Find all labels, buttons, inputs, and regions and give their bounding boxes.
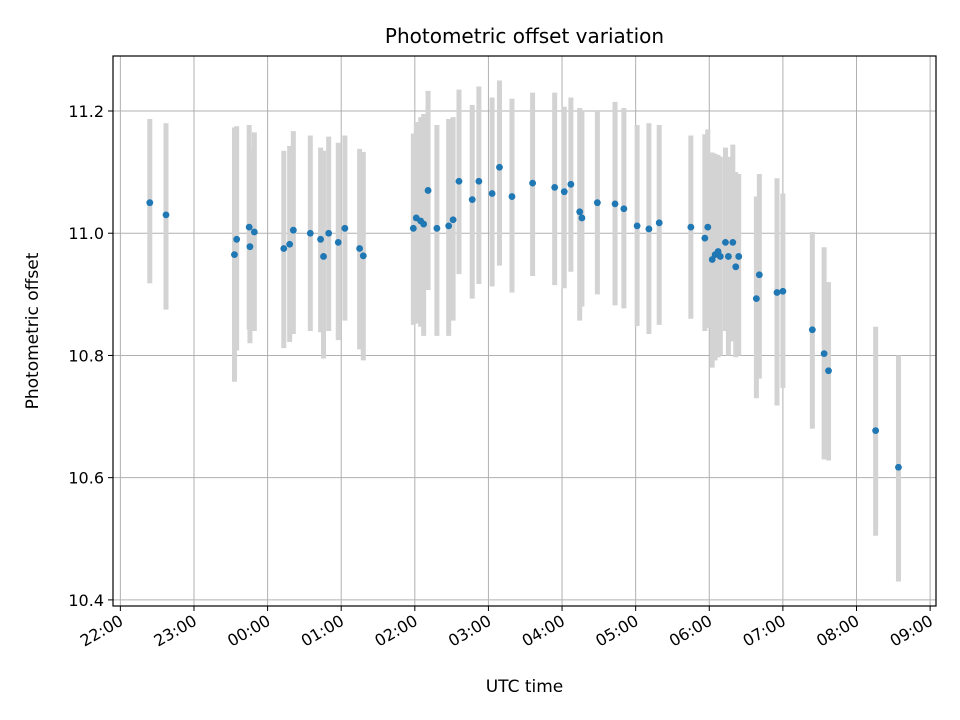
data-point	[356, 245, 364, 252]
data-point	[529, 179, 536, 187]
data-point	[488, 190, 496, 197]
data-point	[449, 216, 457, 224]
data-point	[808, 326, 816, 334]
data-point	[424, 187, 432, 194]
data-point	[508, 193, 516, 200]
data-point	[735, 253, 743, 260]
data-point	[725, 253, 732, 260]
data-point	[420, 220, 428, 228]
data-point	[620, 205, 628, 213]
data-point	[593, 199, 601, 207]
data-point	[578, 214, 586, 222]
data-point	[820, 350, 828, 358]
data-point	[560, 188, 568, 196]
data-point	[551, 183, 559, 191]
data-point	[752, 295, 760, 303]
data-point	[732, 263, 740, 271]
data-point	[708, 256, 716, 263]
data-point	[246, 243, 254, 251]
data-point	[773, 289, 781, 296]
y-tick-label: 10.8	[68, 346, 104, 365]
data-point	[146, 199, 154, 207]
data-point	[633, 222, 641, 230]
data-point	[704, 223, 712, 231]
data-point	[496, 163, 503, 171]
data-point	[445, 222, 453, 230]
data-point	[872, 427, 880, 435]
data-point	[245, 223, 253, 231]
y-tick-label: 11.0	[68, 224, 104, 243]
data-point	[825, 367, 832, 375]
data-point	[320, 253, 327, 260]
data-point	[286, 240, 294, 248]
data-point	[687, 223, 695, 231]
data-point	[409, 224, 417, 232]
plot-frame	[112, 55, 937, 607]
y-axis-label: Photometric offset	[23, 252, 43, 409]
data-point	[729, 238, 737, 246]
data-point	[325, 229, 333, 237]
data-point	[611, 200, 619, 208]
data-point	[162, 211, 170, 219]
data-point	[359, 252, 367, 260]
data-point	[433, 224, 441, 232]
data-point	[576, 208, 584, 216]
data-point	[475, 177, 483, 185]
data-point	[280, 245, 288, 252]
y-axis-ticks: 10.4 10.6 10.8 11.0 11.2	[68, 102, 113, 610]
data-point	[701, 234, 709, 242]
data-point	[468, 196, 476, 204]
data-point	[567, 180, 575, 188]
data-point	[231, 251, 238, 259]
data-point	[779, 287, 787, 295]
data-point	[306, 229, 314, 237]
data-point	[317, 235, 324, 243]
data-point	[722, 238, 729, 246]
y-tick-label: 10.4	[68, 591, 104, 610]
data-point	[455, 177, 463, 185]
data-point	[341, 224, 349, 232]
data-point	[334, 238, 342, 246]
data-point	[716, 253, 724, 260]
data-point	[895, 463, 902, 471]
data-point	[289, 226, 297, 234]
point-layer	[146, 163, 902, 471]
y-tick-label: 10.6	[68, 469, 104, 488]
data-point	[755, 271, 763, 279]
data-point	[233, 235, 241, 243]
data-point	[645, 225, 653, 233]
data-point	[250, 228, 258, 236]
x-axis-label: UTC time	[486, 677, 564, 697]
chart-title: Photometric offset variation	[385, 24, 664, 48]
y-tick-label: 11.2	[68, 102, 104, 121]
data-point	[655, 219, 663, 227]
